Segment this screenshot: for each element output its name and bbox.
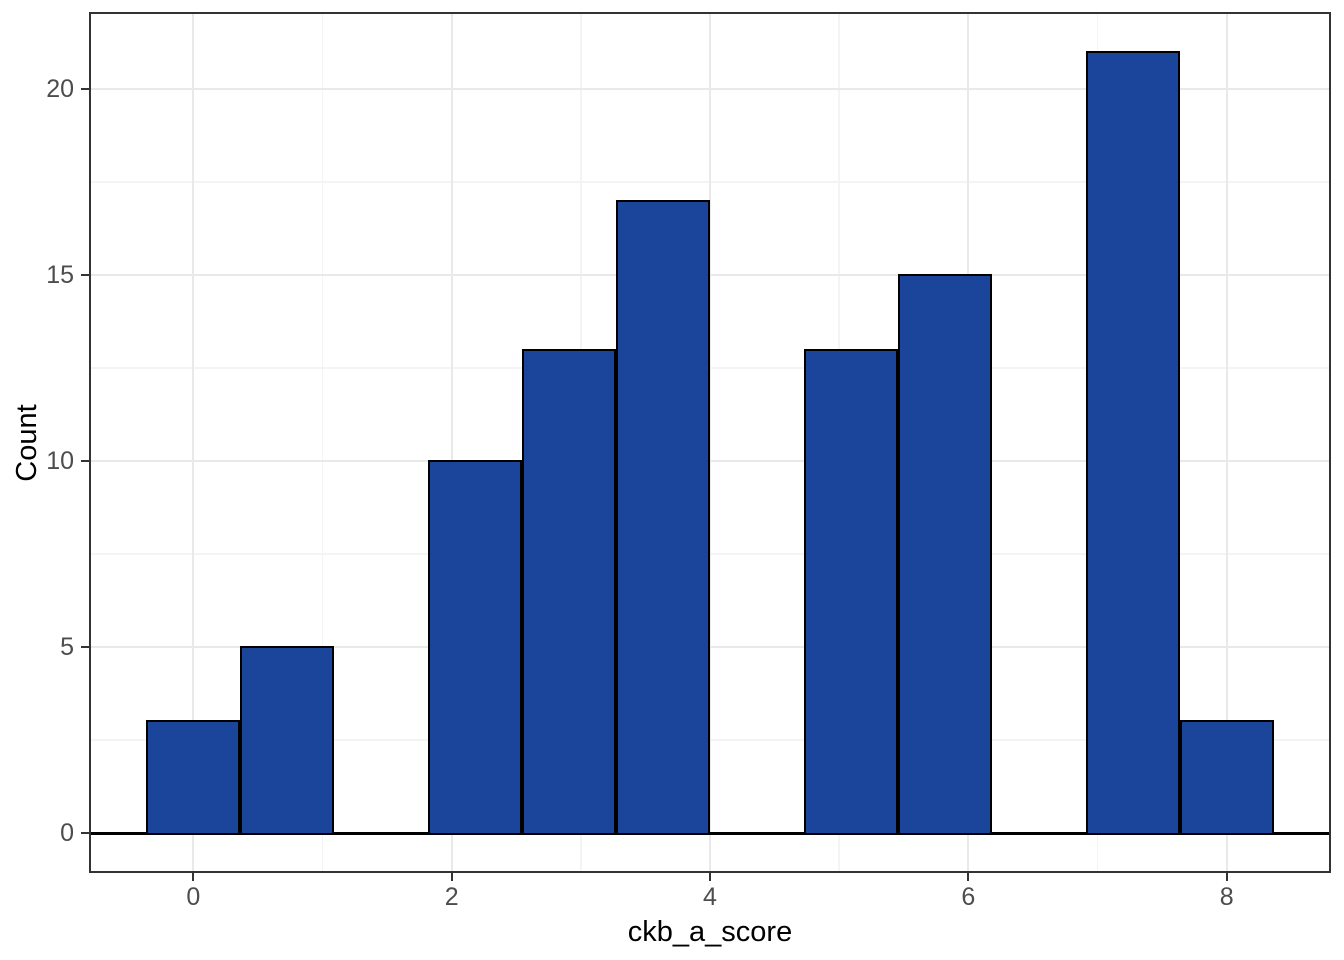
gridline-x-major	[1225, 13, 1228, 872]
x-tick-label: 6	[961, 883, 976, 911]
x-tick-label: 0	[186, 883, 201, 911]
histogram-bar	[146, 720, 241, 835]
histogram-bar	[803, 348, 898, 835]
y-axis-tick	[81, 831, 90, 834]
histogram-bar	[1085, 51, 1180, 835]
y-axis-title: Count	[11, 404, 43, 482]
histogram-bar	[240, 646, 335, 835]
x-axis-title: ckb_a_score	[627, 916, 793, 948]
x-axis-tick	[192, 872, 195, 881]
gridline-y-major	[90, 274, 1330, 277]
y-tick-label: 15	[46, 261, 74, 290]
x-axis-tick	[967, 872, 970, 881]
gridline-x-major	[709, 13, 711, 872]
y-tick-label: 20	[46, 75, 74, 104]
histogram-bar	[616, 199, 710, 835]
x-axis-tick	[709, 872, 711, 881]
y-axis-tick	[81, 274, 90, 277]
histogram-bar	[428, 460, 523, 835]
x-tick-label: 2	[444, 883, 459, 911]
gridline-y-major	[90, 88, 1330, 91]
x-axis-tick	[1225, 872, 1228, 881]
gridline-x-major	[192, 13, 195, 872]
histogram-bar	[1179, 720, 1274, 835]
y-tick-label: 5	[60, 633, 74, 662]
gridline-x-minor	[321, 13, 324, 872]
y-axis-tick	[81, 460, 90, 463]
x-tick-label: 8	[1219, 883, 1234, 911]
histogram-bar	[897, 274, 992, 835]
x-tick-label: 4	[703, 883, 717, 911]
y-axis-tick	[81, 88, 90, 91]
x-axis-tick	[450, 872, 453, 881]
y-axis-tick	[81, 646, 90, 649]
gridline-y-major	[90, 646, 1330, 649]
gridline-y-major	[90, 460, 1330, 463]
gridline-x-major	[450, 13, 453, 872]
y-tick-label: 10	[46, 447, 74, 476]
histogram-bar	[522, 348, 617, 835]
zero-baseline	[90, 831, 1330, 835]
y-tick-label: 0	[60, 818, 74, 847]
